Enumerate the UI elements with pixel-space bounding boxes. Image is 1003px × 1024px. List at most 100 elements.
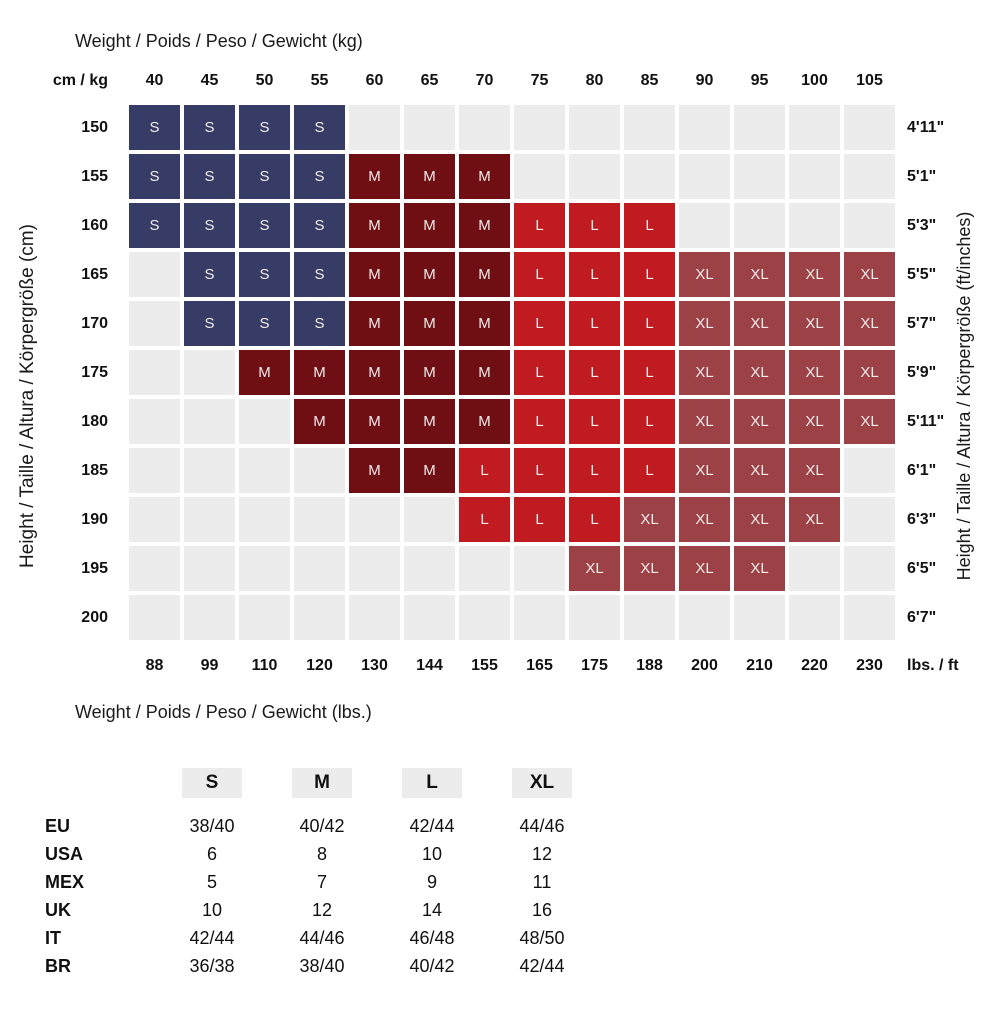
empty-cell [129,252,180,297]
kg-column-header: 85 [640,72,659,89]
size-cell-m: M [239,350,290,395]
height-ft-label: 5'11" [907,412,945,430]
conversion-value: 48/50 [519,928,565,948]
size-cell-l: L [624,399,675,444]
size-cell-s: S [184,252,235,297]
size-cell-xl: XL [789,252,840,297]
size-cell-s: S [239,301,290,346]
size-cell-m: M [349,154,400,199]
size-cell-m: M [459,350,510,395]
size-cell-xl: XL [679,399,730,444]
lbs-column-footer: 155 [471,657,498,674]
empty-cell [679,203,730,248]
conversion-value: 46/48 [409,928,455,948]
height-cm-label: 150 [81,118,108,136]
size-cell-s: S [239,105,290,150]
size-cell-l: L [569,399,620,444]
empty-cell [734,203,785,248]
size-cell-s: S [239,203,290,248]
conversion-value: 42/44 [189,928,235,948]
size-cell-xl: XL [844,252,895,297]
conversion-header-slot: M [267,768,377,798]
empty-cell [349,546,400,591]
size-cell-m: M [349,301,400,346]
grid-row: 170 S S S M M M L L L XL XL XL XL 5'7" [0,301,944,346]
size-cell-xl: XL [624,497,675,542]
size-cell-s: S [294,203,345,248]
size-grid: 150 S S S S 4'11" 155 S S S S M M M 5'1" 160 S S S S M M M L L L 5… [0,105,944,640]
conversion-row-label: EU [45,816,71,836]
kg-column-header: 70 [475,72,494,89]
empty-cell [789,203,840,248]
empty-cell [459,105,510,150]
bottom-corner-label: lbs. / ft [907,657,959,674]
conversion-value: 44/46 [299,928,345,948]
empty-cell [844,497,895,542]
conversion-value: 9 [426,872,437,892]
height-ft-label: 5'3" [907,216,937,234]
height-ft-label: 5'1" [907,167,937,185]
kg-column-header-row: cm / kg 40 45 50 55 60 65 70 75 80 85 90 95 100 105 [0,72,895,90]
size-cell-s: S [239,252,290,297]
size-cell-s: S [129,105,180,150]
size-cell-l: L [514,399,565,444]
size-cell-l: L [514,448,565,493]
size-cell-l: L [514,350,565,395]
grid-row: 175 M M M M M L L L XL XL XL XL 5'9" [0,350,944,395]
empty-cell [184,448,235,493]
height-ft-label: 6'7" [907,608,937,626]
height-cm-label: 170 [81,314,108,332]
height-ft-label: 5'9" [907,363,937,381]
empty-cell [129,448,180,493]
size-cell-xl: XL [844,301,895,346]
empty-cell [294,595,345,640]
conversion-row-label: BR [45,956,71,976]
height-cm-label: 160 [81,216,108,234]
empty-cell [129,301,180,346]
height-cm-label: 155 [81,167,108,185]
lbs-column-footer: 130 [361,657,388,674]
lbs-column-footer: 165 [526,657,553,674]
size-cell-s: S [294,154,345,199]
conversion-value: 5 [206,872,217,892]
empty-cell [239,595,290,640]
size-cell-xl: XL [789,497,840,542]
size-cell-xl: XL [679,350,730,395]
empty-cell [514,105,565,150]
conversion-value: 10 [421,844,443,864]
right-axis-title: Height / Taille / Altura / Körpergröße (… [954,211,974,581]
conversion-value: 12 [531,844,553,864]
size-cell-l: L [514,252,565,297]
size-cell-s: S [294,301,345,346]
empty-cell [789,546,840,591]
size-cell-l: L [459,448,510,493]
grid-row: 185 M M L L L L XL XL XL 6'1" [0,448,944,493]
empty-cell [349,497,400,542]
empty-cell [734,154,785,199]
size-cell-s: S [184,203,235,248]
empty-cell [844,154,895,199]
conversion-value: 10 [201,900,223,920]
size-cell-l: L [624,301,675,346]
empty-cell [679,595,730,640]
lbs-column-footer: 210 [746,657,773,674]
size-cell-m: M [459,399,510,444]
size-cell-xl: XL [844,350,895,395]
grid-row: 180 M M M M L L L XL XL XL XL 5'11" [0,399,944,444]
size-cell-l: L [514,497,565,542]
size-cell-l: L [624,350,675,395]
size-cell-s: S [129,154,180,199]
size-cell-m: M [404,301,455,346]
empty-cell [404,546,455,591]
empty-cell [129,595,180,640]
empty-cell [679,105,730,150]
conversion-value: 42/44 [519,956,565,976]
size-cell-xl: XL [844,399,895,444]
size-cell-l: L [514,301,565,346]
empty-cell [404,497,455,542]
lbs-column-footer: 200 [691,657,718,674]
empty-cell [624,105,675,150]
empty-cell [294,546,345,591]
empty-cell [624,595,675,640]
empty-cell [129,497,180,542]
